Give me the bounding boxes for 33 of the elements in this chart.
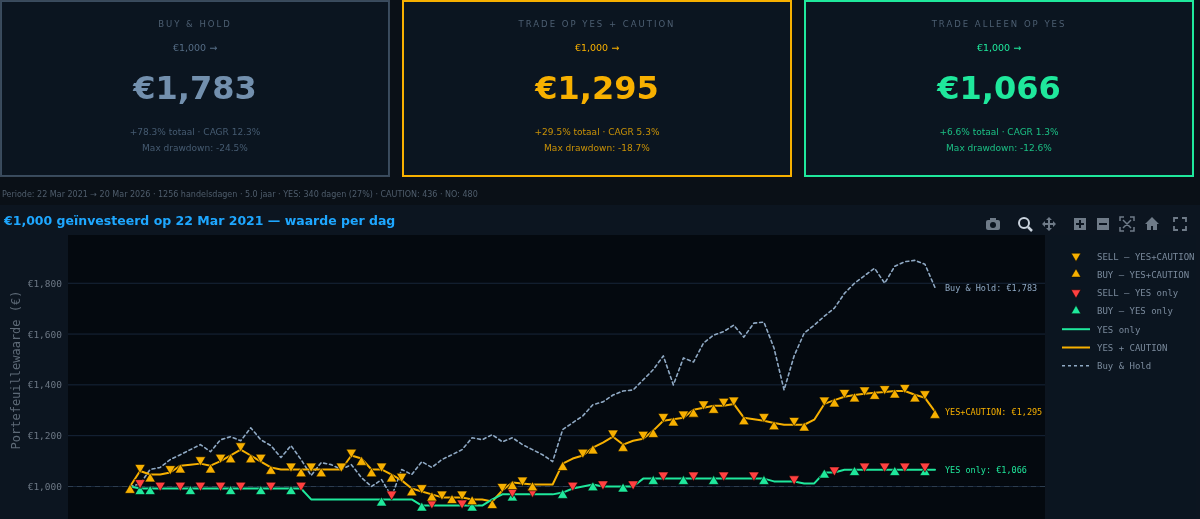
text: €1,066 bbox=[936, 69, 1061, 107]
text: +29.5% totaal · CAGR 5.3% bbox=[534, 127, 660, 137]
text: +6.6% totaal · CAGR 1.3% bbox=[939, 127, 1060, 137]
text: YES only: €1,066 bbox=[945, 464, 1027, 475]
text: Max drawdown: -18.7% bbox=[544, 143, 651, 153]
text: TRADE ALLEEN OP YES bbox=[930, 19, 1067, 29]
text: TRADE OP YES + CAUTION bbox=[517, 19, 676, 29]
text: €1,783 bbox=[132, 69, 257, 107]
y-tick-label: €1,600 bbox=[27, 328, 63, 340]
y-tick-label: €1,200 bbox=[27, 430, 63, 442]
legend-label: Buy & Hold bbox=[1097, 361, 1152, 372]
text: BUY & HOLD bbox=[158, 19, 232, 29]
legend-label: BUY — YES+CAUTION bbox=[1097, 269, 1190, 280]
legend-label: SELL — YES only bbox=[1097, 288, 1179, 299]
text: €1,000 → bbox=[976, 42, 1022, 53]
legend-label: YES + CAUTION bbox=[1097, 343, 1168, 353]
text: €1,000 → bbox=[574, 42, 620, 53]
y-tick-label: €1,000 bbox=[27, 481, 63, 493]
text: €1,000 → bbox=[172, 42, 218, 53]
text: Max drawdown: -24.5% bbox=[142, 143, 249, 153]
text: +78.3% totaal · CAGR 12.3% bbox=[129, 127, 261, 137]
text: YES+CAUTION: €1,295 bbox=[945, 406, 1043, 417]
chart-title: €1,000 geïnvesteerd op 22 Mar 2021 — waarde per dag bbox=[3, 213, 396, 228]
text: Max drawdown: -12.6% bbox=[946, 143, 1053, 153]
y-tick-label: €1,800 bbox=[27, 277, 63, 289]
y-axis-title: Portefeuillewaarde (€) bbox=[9, 290, 23, 450]
y-tick-label: €1,400 bbox=[27, 379, 63, 391]
text: Buy & Hold: €1,783 bbox=[945, 282, 1038, 293]
text: Periode: 22 Mar 2021 → 20 Mar 2026 · 1256 handelsdagen · 5.0 jaar · YES: 340 dagen (27%) · CAUTION: 436 · NO: 480 bbox=[2, 190, 478, 199]
legend-label: BUY — YES only bbox=[1097, 306, 1174, 317]
legend-label: YES only bbox=[1097, 324, 1141, 335]
text: €1,295 bbox=[534, 69, 659, 107]
legend-label: SELL — YES+CAUTION bbox=[1097, 251, 1195, 262]
